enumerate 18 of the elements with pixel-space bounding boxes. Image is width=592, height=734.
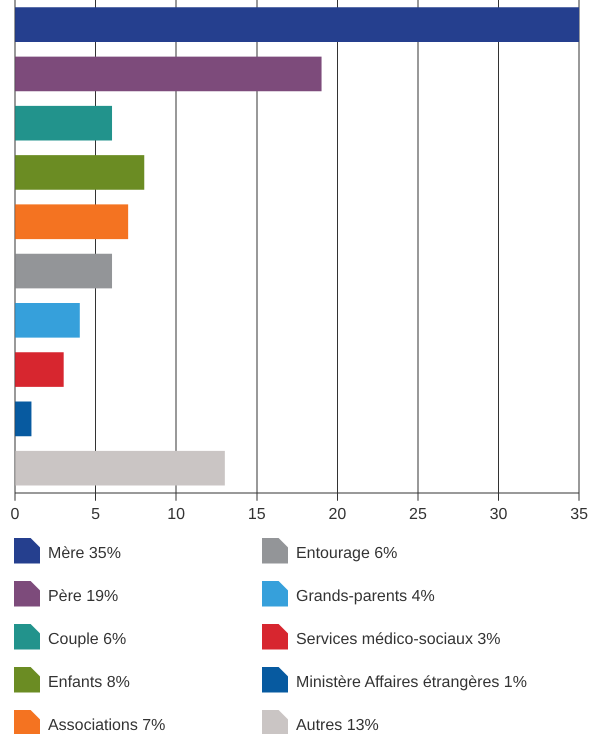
- legend-label: Ministère Affaires étrangères 1%: [296, 674, 527, 692]
- x-tick-label: 5: [91, 506, 100, 523]
- x-tick-label: 30: [490, 506, 508, 523]
- legend-label: Père 19%: [48, 588, 118, 606]
- legend-label: Autres 13%: [296, 716, 379, 734]
- legend-label: Services médico-sociaux 3%: [296, 630, 501, 648]
- x-tick-label: 10: [167, 506, 186, 523]
- legend-label: Enfants 8%: [48, 674, 130, 692]
- x-tick-label: 15: [248, 506, 266, 523]
- legend-label: Entourage 6%: [296, 544, 398, 562]
- legend-label: Associations 7%: [48, 716, 166, 734]
- legend-label: Couple 6%: [48, 630, 126, 648]
- x-tick-label: 25: [409, 506, 427, 523]
- legend-label: Grands-parents 4%: [296, 588, 435, 606]
- legend-label: Mère 35%: [48, 544, 121, 562]
- x-tick-label: 35: [570, 506, 588, 523]
- x-tick-label: 0: [10, 506, 20, 523]
- x-tick-label: 20: [328, 506, 346, 523]
